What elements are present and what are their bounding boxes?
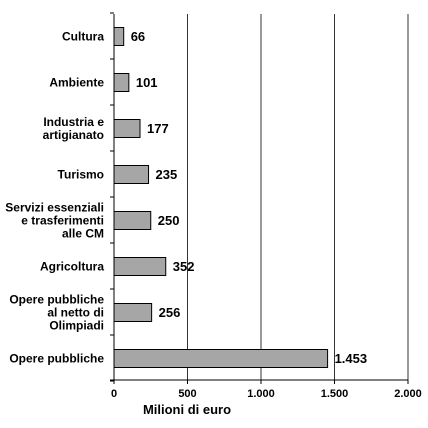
value-label-2: 177 <box>147 121 169 136</box>
category-label-line: Agricoltura <box>40 260 104 274</box>
bar-5 <box>113 257 167 276</box>
x-ticks: 0 500 1.000 1.500 2.000 <box>111 380 422 400</box>
bar-7 <box>113 349 329 368</box>
category-label-line: artigianato <box>43 128 104 142</box>
bar-0 <box>113 27 125 46</box>
category-label-line: Opere pubbliche <box>9 293 104 307</box>
category-label-line: Servizi essenziali <box>5 201 104 215</box>
value-label-0: 66 <box>131 29 145 44</box>
category-label-line: Ambiente <box>49 76 104 90</box>
bar-3 <box>113 165 150 184</box>
value-label-7: 1.453 <box>335 351 368 366</box>
category-label-line: al netto di <box>47 306 104 320</box>
category-label-line: Turismo <box>58 168 104 182</box>
bar-2 <box>113 119 141 138</box>
bar-6 <box>113 303 153 322</box>
category-label-line: Industria e <box>43 115 104 129</box>
category-label-6: Opere pubbliche al netto di Olimpiadi <box>9 293 104 333</box>
category-label-2: Industria e artigianato <box>43 115 105 142</box>
x-tick-label-500: 500 <box>178 388 196 400</box>
value-label-1: 101 <box>136 75 158 90</box>
category-label-4: Servizi essenziali e trasferimenti alle CM <box>5 201 104 241</box>
category-label-line: Opere pubbliche <box>9 352 104 366</box>
x-tick-label-2000: 2.000 <box>394 388 422 400</box>
value-label-4: 250 <box>158 213 180 228</box>
value-label-3: 235 <box>156 167 178 182</box>
x-tick-label-1500: 1.500 <box>321 388 349 400</box>
x-tick-label-0: 0 <box>111 388 117 400</box>
category-label-1: Ambiente <box>49 76 104 90</box>
bar-1 <box>113 73 130 92</box>
category-label-0: Cultura <box>62 30 104 44</box>
category-label-line: Cultura <box>62 30 104 44</box>
bars <box>113 27 329 368</box>
x-axis-title: Milioni di euro <box>143 402 231 417</box>
value-labels: 66 101 177 235 250 352 256 1.453 <box>131 29 367 366</box>
category-label-3: Turismo <box>58 168 104 182</box>
value-label-6: 256 <box>159 305 181 320</box>
value-label-5: 352 <box>173 259 195 274</box>
category-label-line: e trasferimenti <box>21 214 104 228</box>
category-labels: Cultura Ambiente Industria e artigianato Tur… <box>5 30 104 366</box>
x-tick-label-1000: 1.000 <box>247 388 275 400</box>
category-label-line: alle CM <box>62 227 104 241</box>
category-label-7: Opere pubbliche <box>9 352 104 366</box>
category-label-5: Agricoltura <box>40 260 104 274</box>
gridlines <box>187 14 409 380</box>
axes <box>110 12 408 384</box>
bar-4 <box>113 211 152 230</box>
category-label-line: Olimpiadi <box>49 319 104 333</box>
